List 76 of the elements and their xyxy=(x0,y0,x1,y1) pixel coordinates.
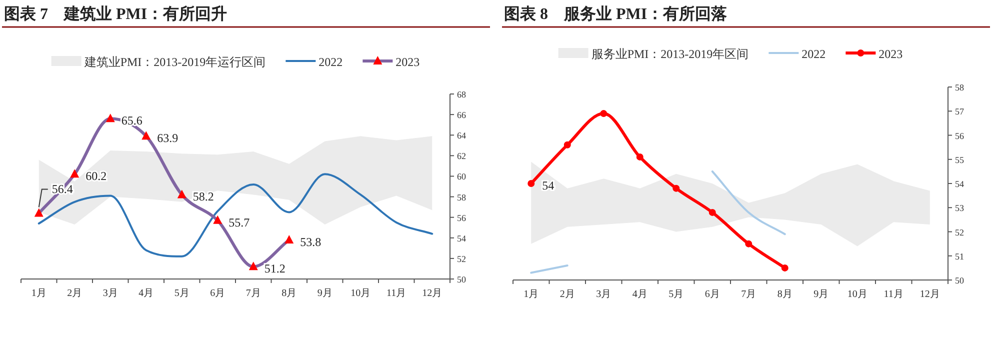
x-tick-label: 8月 xyxy=(777,289,792,300)
point xyxy=(781,264,788,272)
legend-label: 服务业PMI：2013-2019年区间 xyxy=(591,47,749,61)
y-tick-label: 57 xyxy=(955,106,964,117)
data-label: 60.2 xyxy=(86,169,107,184)
point xyxy=(636,153,644,160)
line-series xyxy=(38,173,434,258)
y-tick-label: 58 xyxy=(457,192,466,202)
y-tick-label: 62 xyxy=(457,151,466,162)
point xyxy=(564,141,571,148)
x-tick-label: 11月 xyxy=(884,289,904,300)
x-tick-label: 1月 xyxy=(524,289,539,300)
point xyxy=(600,110,608,118)
y-tick-label: 58 xyxy=(955,82,964,92)
x-tick-label: 8月 xyxy=(282,288,297,299)
data-label: 51.2 xyxy=(264,262,286,276)
y-tick-label: 54 xyxy=(955,179,964,189)
x-tick-label: 6月 xyxy=(704,289,720,300)
x-tick-label: 4月 xyxy=(138,288,154,299)
data-label: 55.7 xyxy=(228,215,250,230)
x-tick-label: 3月 xyxy=(596,289,612,300)
chart-title: 图表 8 服务业 PMI：有所回落 xyxy=(504,5,728,23)
data-label: 53.8 xyxy=(300,234,322,249)
y-tick-label: 53 xyxy=(955,203,964,214)
x-tick-label: 2月 xyxy=(67,288,82,299)
point xyxy=(284,234,294,244)
x-tick-label: 12月 xyxy=(920,289,940,300)
y-tick-label: 64 xyxy=(457,130,466,141)
x-tick-label: 5月 xyxy=(174,288,190,299)
y-tick-label: 68 xyxy=(457,90,466,100)
x-tick-label: 3月 xyxy=(102,288,118,299)
x-tick-label: 11月 xyxy=(386,288,406,299)
y-tick-label: 66 xyxy=(457,110,466,120)
x-tick-label: 1月 xyxy=(31,288,46,299)
x-tick-label: 12月 xyxy=(422,288,442,299)
legend-label: 2023 xyxy=(396,55,420,69)
x-tick-label: 10月 xyxy=(847,289,868,300)
x-tick-label: 5月 xyxy=(668,289,684,300)
y-tick-label: 52 xyxy=(955,227,964,238)
point xyxy=(708,208,716,216)
y-tick-label: 52 xyxy=(457,254,466,264)
x-tick-label: 9月 xyxy=(317,288,332,299)
point xyxy=(34,208,44,217)
x-tick-label: 2月 xyxy=(560,289,575,300)
y-tick-label: 50 xyxy=(955,276,964,286)
data-label: 58.2 xyxy=(192,190,214,204)
point xyxy=(106,114,115,122)
y-tick-label: 50 xyxy=(457,274,466,284)
x-tick-label: 6月 xyxy=(210,288,226,299)
y-tick-label: 56 xyxy=(457,212,466,223)
point xyxy=(177,190,186,198)
x-tick-label: 7月 xyxy=(741,289,756,300)
point xyxy=(213,215,222,224)
y-tick-label: 55 xyxy=(955,154,964,165)
data-label: 54 xyxy=(542,178,554,192)
chart-title: 图表 7 建筑业 PMI：有所回升 xyxy=(4,5,228,23)
y-tick-label: 54 xyxy=(457,233,466,244)
y-tick-label: 51 xyxy=(955,251,964,262)
legend-label: 2022 xyxy=(802,47,826,61)
legend-label: 建筑业PMI：2013-2019年运行区间 xyxy=(83,55,266,69)
legend-label: 2022 xyxy=(318,55,343,69)
y-tick-label: 60 xyxy=(457,172,466,182)
point xyxy=(745,240,752,248)
x-tick-label: 10月 xyxy=(350,288,371,299)
legend-label: 2023 xyxy=(878,47,903,61)
x-tick-label: 7月 xyxy=(246,288,261,299)
x-tick-label: 9月 xyxy=(814,289,829,300)
data-label: 65.6 xyxy=(121,114,142,128)
point xyxy=(672,184,680,192)
x-tick-label: 4月 xyxy=(632,289,648,300)
y-tick-label: 56 xyxy=(955,130,964,141)
data-label: 63.9 xyxy=(157,131,178,146)
point xyxy=(248,262,258,270)
point xyxy=(528,180,535,187)
point xyxy=(142,131,151,140)
point xyxy=(70,169,80,178)
